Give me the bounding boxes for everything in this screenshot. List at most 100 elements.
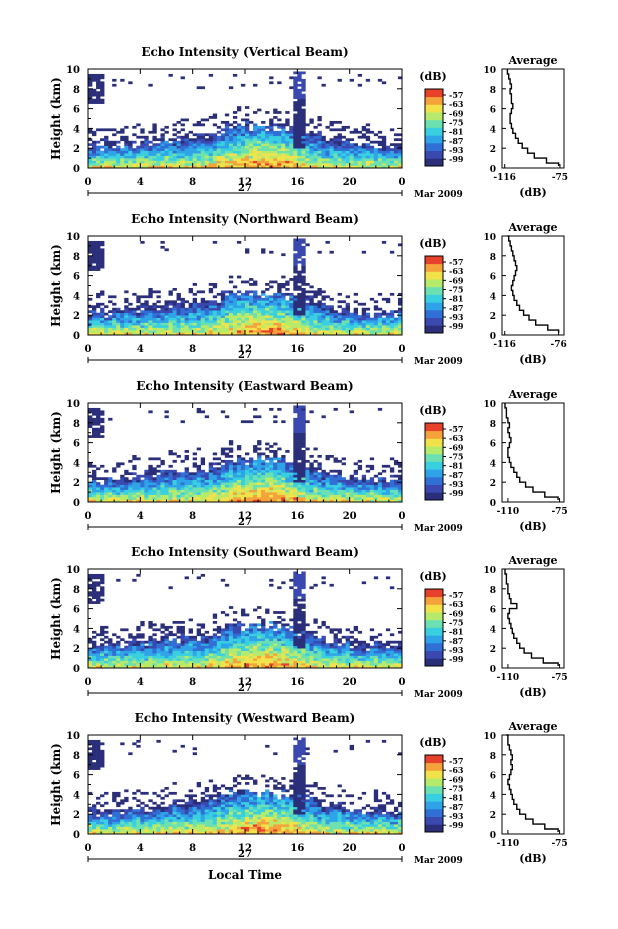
- echo-cell: [389, 489, 395, 493]
- echo-cell: [140, 325, 145, 328]
- echo-cell: [249, 307, 254, 311]
- echo-cell: [204, 332, 210, 335]
- echo-cell: [261, 248, 266, 252]
- echo-cell: [92, 312, 97, 316]
- echo-cell: [236, 123, 242, 127]
- echo-cell: [204, 482, 210, 485]
- echo-cell: [261, 623, 266, 627]
- echo-cell: [353, 320, 359, 323]
- echo-cell: [337, 322, 342, 326]
- echo-cell: [277, 307, 282, 311]
- echo-cell: [240, 118, 246, 122]
- echo-cell: [365, 135, 371, 139]
- echo-cell: [333, 138, 338, 142]
- colorbar-swatch: [425, 127, 443, 136]
- echo-cell: [265, 497, 270, 500]
- echo-cell: [92, 648, 97, 651]
- echo-cell: [192, 452, 197, 456]
- echo-cell: [208, 287, 214, 291]
- echo-cell: [116, 130, 121, 134]
- echo-cell: [132, 320, 137, 323]
- echo-cell: [269, 479, 274, 483]
- echo-cell: [160, 315, 165, 318]
- echo-cell: [261, 312, 266, 316]
- echo-cell: [329, 120, 334, 124]
- echo-cell: [285, 312, 290, 316]
- echo-cell: [152, 150, 157, 154]
- echo-cell: [277, 474, 282, 478]
- echo-cell: [397, 292, 403, 296]
- echo-cell: [273, 653, 278, 656]
- echo-cell: [349, 327, 354, 331]
- echo-cell: [192, 655, 197, 659]
- echo-cell: [341, 482, 346, 485]
- echo-cell: [208, 638, 214, 642]
- echo-cell: [236, 464, 242, 468]
- echo-cell: [224, 165, 230, 168]
- echo-cell: [345, 138, 350, 142]
- echo-cell: [184, 653, 189, 656]
- echo-cell: [192, 482, 197, 485]
- echo-cell: [228, 447, 234, 451]
- echo-cell: [152, 484, 157, 488]
- echo-cell: [240, 310, 246, 314]
- echo-cell: [96, 420, 101, 424]
- echo-cell: [156, 317, 161, 321]
- echo-cell: [261, 140, 266, 144]
- echo-cell: [245, 292, 250, 296]
- echo-cell: [277, 153, 282, 156]
- echo-cell: [285, 283, 290, 286]
- echo-cell: [301, 275, 306, 279]
- echo-cell: [96, 322, 101, 326]
- echo-cell: [156, 484, 161, 488]
- echo-cell: [273, 477, 278, 481]
- echo-cell: [228, 133, 234, 137]
- echo-cell: [120, 497, 125, 500]
- echo-cell: [257, 482, 262, 485]
- echo-cell: [104, 305, 109, 309]
- echo-cell: [224, 317, 230, 321]
- echo-cell: [265, 140, 270, 144]
- echo-cell: [261, 660, 266, 664]
- echo-cell: [96, 410, 101, 414]
- echo-cell: [313, 494, 318, 498]
- echo-cell: [385, 320, 391, 323]
- echo-cell: [365, 492, 371, 495]
- echo-cell: [281, 462, 286, 466]
- echo-cell: [228, 290, 234, 294]
- echo-cell: [257, 315, 262, 318]
- echo-cell: [277, 148, 282, 151]
- echo-cell: [381, 240, 387, 244]
- echo-cell: [293, 477, 298, 481]
- echo-cell: [357, 165, 363, 169]
- echo-cell: [176, 645, 181, 649]
- echo-cell: [240, 640, 246, 644]
- echo-cell: [285, 462, 290, 466]
- echo-cell: [216, 315, 222, 318]
- echo-cell: [180, 315, 185, 318]
- echo-cell: [180, 145, 185, 149]
- echo-cell: [297, 118, 302, 122]
- echo-cell: [313, 158, 318, 161]
- echo-cell: [321, 469, 326, 473]
- echo-cell: [240, 613, 246, 617]
- echo-cell: [397, 150, 403, 154]
- echo-cell: [301, 430, 306, 433]
- echo-cell: [188, 310, 193, 314]
- echo-cell: [96, 665, 101, 669]
- echo-cell: [277, 310, 282, 314]
- echo-cell: [301, 98, 306, 102]
- echo-cell: [96, 153, 101, 156]
- echo-cell: [236, 469, 242, 473]
- echo-cell: [253, 658, 258, 661]
- echo-cell: [273, 160, 278, 164]
- echo-cell: [208, 163, 214, 166]
- echo-cell: [273, 479, 278, 483]
- echo-cell: [301, 320, 306, 323]
- echo-cell: [337, 474, 342, 478]
- echo-cell: [92, 635, 97, 639]
- echo-cell: [313, 150, 318, 154]
- echo-cell: [269, 474, 274, 478]
- echo-cell: [253, 143, 258, 147]
- echo-cell: [325, 295, 330, 299]
